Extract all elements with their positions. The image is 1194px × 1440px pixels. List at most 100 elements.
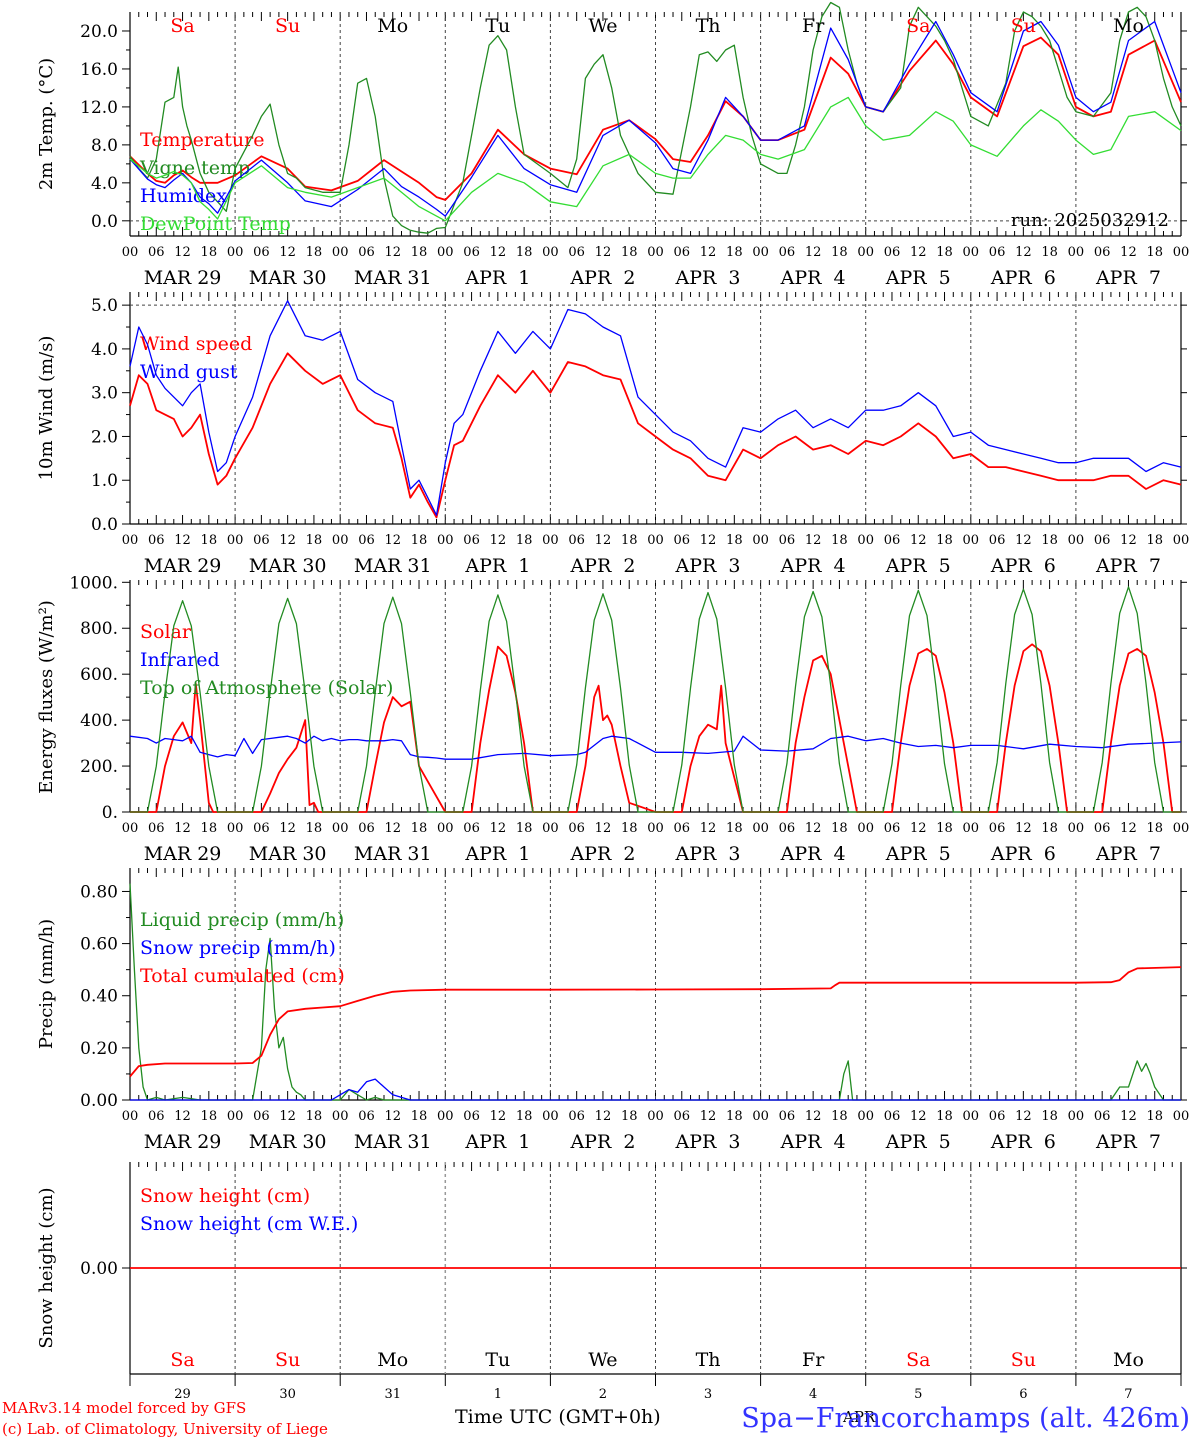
hour-tick-label: 12 bbox=[279, 533, 296, 548]
hour-tick-label: 00 bbox=[752, 821, 769, 836]
hour-tick-label: 18 bbox=[936, 1109, 953, 1124]
hour-tick-label: 06 bbox=[1094, 1109, 1111, 1124]
hour-tick-label: 00 bbox=[647, 245, 664, 260]
hour-tick-label: 06 bbox=[148, 1109, 165, 1124]
hour-tick-label: 00 bbox=[227, 821, 244, 836]
day-number-label: 3 bbox=[704, 1387, 712, 1402]
hour-tick-label: 18 bbox=[516, 821, 533, 836]
hour-tick-label: 18 bbox=[516, 533, 533, 548]
hour-tick-label: 18 bbox=[831, 821, 848, 836]
day-number-label: 6 bbox=[1019, 1387, 1027, 1402]
run-label: run: 2025032912 bbox=[1011, 210, 1169, 231]
y-tick-label: 4.0 bbox=[91, 174, 118, 194]
hour-tick-label: 12 bbox=[174, 1109, 191, 1124]
series-line-top-of-atmosphere-solar bbox=[130, 586, 1181, 813]
date-label: APR 2 bbox=[569, 1131, 635, 1153]
hour-tick-label: 06 bbox=[779, 821, 796, 836]
y-tick-label: 8.0 bbox=[91, 136, 118, 156]
hour-tick-label: 18 bbox=[621, 1109, 638, 1124]
hour-tick-label: 12 bbox=[700, 821, 717, 836]
hour-tick-label: 00 bbox=[1173, 245, 1190, 260]
y-tick-label: 0.0 bbox=[91, 212, 118, 232]
hour-tick-label: 12 bbox=[279, 821, 296, 836]
weekday-label: We bbox=[588, 15, 617, 37]
hour-tick-label: 18 bbox=[831, 533, 848, 548]
y-tick-label: 5.0 bbox=[91, 296, 118, 316]
hour-tick-label: 12 bbox=[1015, 533, 1032, 548]
hour-tick-label: 12 bbox=[174, 533, 191, 548]
hour-tick-label: 06 bbox=[568, 533, 585, 548]
hour-tick-label: 18 bbox=[936, 245, 953, 260]
hour-tick-label: 00 bbox=[437, 1109, 454, 1124]
hour-tick-label: 12 bbox=[700, 533, 717, 548]
panel-precipitation: 0.00 0.20 0.40 0.60 0.80 Precip (mm/h) Liquid … bbox=[36, 868, 1189, 1153]
hour-tick-label: 12 bbox=[1120, 533, 1137, 548]
hour-tick-label: 12 bbox=[805, 1109, 822, 1124]
hour-tick-label: 18 bbox=[201, 821, 218, 836]
hour-tick-label: 18 bbox=[306, 821, 323, 836]
date-label: APR 2 bbox=[569, 267, 635, 289]
hour-tick-label: 06 bbox=[253, 245, 270, 260]
day-number-label: 5 bbox=[914, 1387, 922, 1402]
date-label: MAR 31 bbox=[354, 1131, 432, 1153]
y-tick-label: 200. bbox=[80, 757, 118, 777]
series-line-wind-speed bbox=[129, 352, 1182, 519]
date-label: APR 3 bbox=[675, 555, 741, 577]
date-label: APR 3 bbox=[675, 843, 741, 865]
series-line-dewpoint-temp bbox=[129, 96, 1182, 222]
hour-tick-label: 12 bbox=[595, 245, 612, 260]
hour-tick-label: 00 bbox=[332, 1109, 349, 1124]
hour-tick-label: 12 bbox=[1120, 1109, 1137, 1124]
legend-entry: Top of Atmosphere (Solar) bbox=[140, 677, 393, 699]
y-tick-label: 3.0 bbox=[91, 384, 118, 404]
day-number-label: 7 bbox=[1124, 1387, 1132, 1402]
hour-tick-label: 06 bbox=[148, 533, 165, 548]
day-number-label: 2 bbox=[599, 1387, 607, 1402]
date-label: APR 4 bbox=[780, 555, 846, 577]
day-number-label: 30 bbox=[279, 1387, 296, 1402]
day-number-label: 29 bbox=[174, 1387, 191, 1402]
hour-tick-label: 06 bbox=[989, 245, 1006, 260]
hour-tick-label: 06 bbox=[358, 821, 375, 836]
hour-tick-label: 12 bbox=[1015, 1109, 1032, 1124]
hour-tick-label: 00 bbox=[752, 1109, 769, 1124]
hour-tick-label: 18 bbox=[306, 533, 323, 548]
hour-tick-label: 00 bbox=[227, 1109, 244, 1124]
weekday-label: Th bbox=[696, 1349, 721, 1371]
hour-tick-label: 00 bbox=[542, 533, 559, 548]
panel-wind: 0.0 1.0 2.0 3.0 4.0 5.0 10m Wind (m/s) Wind spe… bbox=[36, 292, 1189, 577]
hour-tick-label: 12 bbox=[384, 533, 401, 548]
hour-tick-label: 12 bbox=[490, 533, 507, 548]
hour-tick-label: 18 bbox=[1041, 821, 1058, 836]
date-label: MAR 29 bbox=[144, 267, 222, 289]
weekday-label: Fr bbox=[802, 15, 825, 37]
date-label: APR 5 bbox=[885, 267, 951, 289]
weekday-label: Mo bbox=[1113, 1349, 1144, 1371]
hour-tick-label: 00 bbox=[1173, 1109, 1190, 1124]
y-tick-label: 4.0 bbox=[91, 340, 118, 360]
hour-tick-label: 06 bbox=[884, 245, 901, 260]
date-label: APR 4 bbox=[780, 267, 846, 289]
weekday-label: Sa bbox=[170, 15, 194, 37]
series-line-vigne-temp bbox=[129, 1, 1182, 234]
hour-tick-label: 12 bbox=[490, 1109, 507, 1124]
hour-tick-label: 12 bbox=[805, 245, 822, 260]
date-label: APR 6 bbox=[990, 555, 1056, 577]
panel-energy-fluxes: 0. 200. 400. 600. 800. 1000. Energy fluxes (W/… bbox=[36, 573, 1189, 865]
y-axis-label: Energy fluxes (W/m²) bbox=[36, 600, 57, 794]
hour-tick-label: 12 bbox=[490, 245, 507, 260]
legend-entry: Vigne temp bbox=[139, 157, 250, 179]
hour-tick-label: 00 bbox=[857, 245, 874, 260]
legend-entry: Snow precip (mm/h) bbox=[140, 937, 336, 959]
hour-tick-label: 12 bbox=[910, 1109, 927, 1124]
hour-tick-label: 12 bbox=[910, 821, 927, 836]
weekday-label: Sa bbox=[906, 1349, 930, 1371]
hour-tick-label: 00 bbox=[122, 1109, 139, 1124]
day-number-label: 1 bbox=[494, 1387, 502, 1402]
legend-entry: Liquid precip (mm/h) bbox=[140, 909, 344, 931]
hour-tick-label: 00 bbox=[437, 821, 454, 836]
footer-station-name: Spa−Francorchamps (alt. 426m) bbox=[741, 1403, 1190, 1434]
hour-tick-label: 00 bbox=[122, 245, 139, 260]
weekday-label: Su bbox=[275, 15, 300, 37]
hour-tick-label: 18 bbox=[1146, 821, 1163, 836]
